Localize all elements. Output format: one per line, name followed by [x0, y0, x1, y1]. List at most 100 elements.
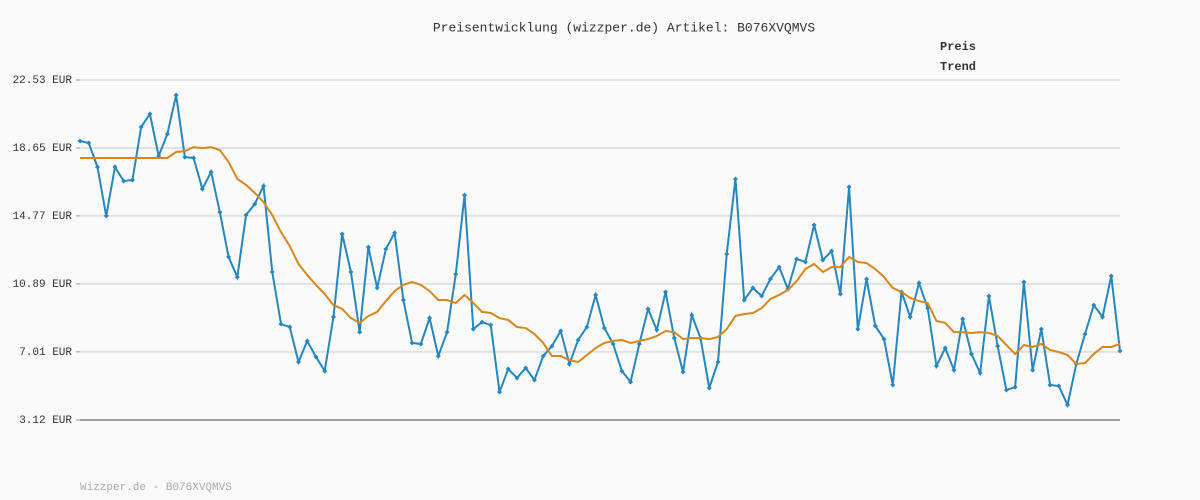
point-marker [855, 326, 861, 332]
point-marker [1108, 273, 1114, 279]
point-marker [680, 369, 686, 375]
point-marker [365, 244, 371, 250]
point-marker [1021, 279, 1027, 285]
point-marker [837, 291, 843, 297]
point-marker [995, 343, 1001, 349]
point-marker [435, 353, 441, 359]
point-marker [357, 329, 363, 335]
point-marker [566, 361, 572, 367]
point-marker [881, 336, 887, 342]
point-marker [628, 379, 634, 385]
point-marker [505, 366, 511, 372]
point-marker [540, 353, 546, 359]
legend-label: Preis [940, 40, 976, 54]
point-marker [1100, 314, 1106, 320]
point-marker [663, 289, 669, 295]
point-marker [1117, 348, 1123, 354]
point-marker [916, 280, 922, 286]
point-marker [427, 315, 433, 321]
point-marker [549, 343, 555, 349]
point-marker [243, 212, 249, 218]
point-marker [479, 319, 485, 325]
point-marker [409, 340, 415, 346]
point-marker [287, 324, 293, 330]
point-marker [129, 177, 135, 183]
point-marker [820, 257, 826, 263]
y-tick-label: 22.53 EUR [13, 75, 73, 87]
point-marker [138, 124, 144, 130]
point-marker [829, 248, 835, 254]
point-marker [470, 326, 476, 332]
point-marker [514, 375, 520, 381]
point-marker [330, 314, 336, 320]
point-marker [103, 213, 109, 219]
point-marker [741, 297, 747, 303]
point-marker [322, 368, 328, 374]
point-marker [1065, 402, 1071, 408]
y-tick-label: 14.77 EUR [13, 211, 73, 223]
point-marker [182, 154, 188, 160]
point-marker [252, 201, 258, 207]
point-marker [558, 328, 564, 334]
point-marker [942, 345, 948, 351]
point-marker [400, 297, 406, 303]
point-marker [846, 184, 852, 190]
point-marker [278, 321, 284, 327]
point-marker [724, 251, 730, 257]
point-marker [496, 389, 502, 395]
series-line [79, 94, 1121, 409]
point-marker [217, 209, 223, 215]
y-tick-label: 7.01 EUR [19, 347, 72, 359]
point-marker [689, 312, 695, 318]
point-marker [601, 325, 607, 331]
point-marker [977, 370, 983, 376]
point-marker [348, 269, 354, 275]
point-marker [802, 259, 808, 265]
point-marker [383, 246, 389, 252]
y-tick-label: 10.89 EUR [13, 279, 73, 291]
point-marker [453, 271, 459, 277]
point-marker [261, 183, 267, 189]
point-marker [418, 341, 424, 347]
point-marker [715, 359, 721, 365]
point-marker [1082, 331, 1088, 337]
point-marker [112, 164, 118, 170]
point-marker [864, 276, 870, 282]
point-marker [986, 293, 992, 299]
point-marker [94, 164, 100, 170]
point-marker [444, 329, 450, 335]
point-marker [584, 324, 590, 330]
point-marker [1012, 384, 1018, 390]
point-marker [392, 230, 398, 236]
point-marker [86, 140, 92, 146]
point-marker [890, 382, 896, 388]
legend-label: Trend [940, 60, 976, 74]
point-marker [759, 293, 765, 299]
point-marker [77, 138, 83, 144]
point-marker [593, 292, 599, 298]
point-marker [164, 131, 170, 137]
point-marker [654, 327, 660, 333]
point-marker [339, 231, 345, 237]
point-marker [462, 192, 468, 198]
series-line [80, 146, 1121, 365]
footer: Wizzper.de - B076XVQMVS [80, 482, 232, 494]
point-marker [951, 367, 957, 373]
point-marker [732, 176, 738, 182]
point-marker [811, 222, 817, 228]
point-marker [304, 338, 310, 344]
point-marker [1030, 367, 1036, 373]
point-marker [199, 186, 205, 192]
y-tick-label: 3.12 EUR [19, 415, 72, 427]
point-marker [374, 285, 380, 291]
point-marker [767, 276, 773, 282]
point-marker [488, 322, 494, 328]
point-marker [226, 254, 232, 260]
point-marker [208, 169, 214, 175]
point-marker [872, 323, 878, 329]
point-marker [750, 285, 756, 291]
chart-title: Preisentwicklung (wizzper.de) Artikel: B… [433, 20, 815, 35]
point-marker [636, 341, 642, 347]
point-marker [269, 269, 275, 275]
